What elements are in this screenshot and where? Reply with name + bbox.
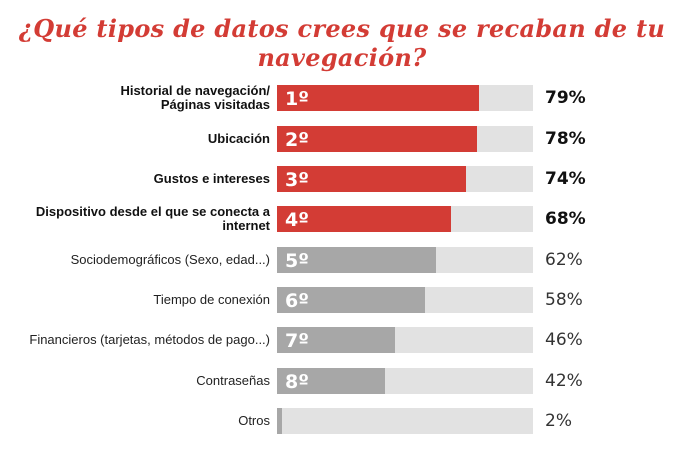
bar-row: Tiempo de conexión 6º 58% — [0, 287, 684, 313]
category-label: Gustos e intereses — [153, 171, 270, 186]
chart-title: ¿Qué tipos de datos crees que se recaban… — [18, 14, 666, 72]
bar — [277, 247, 436, 273]
bar — [277, 408, 283, 434]
bar-row: Otros 2% — [0, 408, 684, 434]
rank-label: 4º — [285, 209, 309, 231]
value-label: 42% — [545, 371, 583, 391]
bar-row: Ubicación 2º 78% — [0, 126, 684, 152]
rank-label: 7º — [285, 330, 309, 352]
bar-track: 8º — [277, 368, 533, 394]
bar — [277, 126, 477, 152]
bar-row: Dispositivo desde el que se conecta a in… — [0, 204, 684, 233]
rank-label: 3º — [285, 169, 309, 191]
rank-label: 2º — [285, 129, 309, 151]
category-label: Ubicación — [207, 131, 270, 146]
value-label: 68% — [545, 209, 586, 229]
bar-track: 1º — [277, 85, 533, 111]
rank-label: 6º — [285, 290, 309, 312]
value-label: 62% — [545, 250, 583, 270]
value-label: 74% — [545, 169, 586, 189]
bar — [277, 368, 385, 394]
category-label: Historial de navegación/ Páginas visitad… — [120, 83, 270, 112]
bar-row: Gustos e intereses 3º 74% — [0, 166, 684, 192]
bar-track: 6º — [277, 287, 533, 313]
bar-track: 3º — [277, 166, 533, 192]
bar — [277, 166, 467, 192]
bar-track: 7º — [277, 327, 533, 353]
category-label: Contraseñas — [196, 373, 270, 388]
category-label: Sociodemográficos (Sexo, edad...) — [70, 252, 270, 267]
bar — [277, 287, 426, 313]
value-label: 58% — [545, 290, 583, 310]
bar-row: Historial de navegación/ Páginas visitad… — [0, 83, 684, 112]
bar-track: 5º — [277, 247, 533, 273]
category-label: Financieros (tarjetas, métodos de pago..… — [29, 332, 270, 347]
value-label: 78% — [545, 129, 586, 149]
rank-label: 8º — [285, 371, 309, 393]
bar-track: 4º — [277, 206, 533, 232]
category-label: Dispositivo desde el que se conecta a in… — [35, 204, 270, 233]
category-label: Otros — [238, 413, 270, 428]
value-label: 79% — [545, 88, 586, 108]
rank-label: 5º — [285, 250, 309, 272]
category-label: Tiempo de conexión — [153, 292, 270, 307]
rank-label: 1º — [285, 88, 309, 110]
bar-track: 2º — [277, 126, 533, 152]
bar-row: Contraseñas 8º 42% — [0, 368, 684, 394]
bar-row: Sociodemográficos (Sexo, edad...) 5º 62% — [0, 247, 684, 273]
bar — [277, 85, 480, 111]
value-label: 46% — [545, 330, 583, 350]
bar — [277, 206, 452, 232]
bar-row: Financieros (tarjetas, métodos de pago..… — [0, 327, 684, 353]
bar-track — [277, 408, 533, 434]
bar — [277, 327, 395, 353]
value-label: 2% — [545, 411, 572, 431]
